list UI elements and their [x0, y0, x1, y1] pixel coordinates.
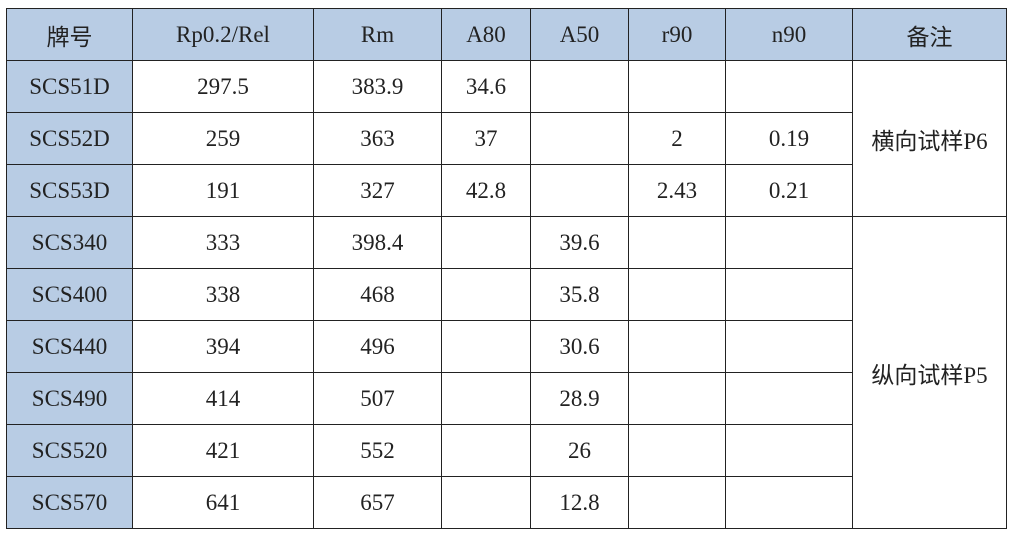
column-header: A80: [441, 8, 531, 61]
remark-cell: 纵向试样P5: [852, 216, 1007, 529]
empty-cell: [725, 424, 853, 477]
value-cell: 35.8: [530, 268, 629, 321]
empty-cell: [628, 476, 726, 529]
value-cell: 421: [132, 424, 314, 477]
value-cell: 34.6: [441, 60, 531, 113]
value-cell: 2: [628, 112, 726, 165]
grade-cell: SCS340: [6, 216, 133, 269]
grade-cell: SCS490: [6, 372, 133, 425]
empty-cell: [441, 476, 531, 529]
value-cell: 28.9: [530, 372, 629, 425]
empty-cell: [628, 372, 726, 425]
column-header: n90: [725, 8, 853, 61]
empty-cell: [725, 216, 853, 269]
value-cell: 26: [530, 424, 629, 477]
table-row: SCS51D 297.5 383.9 34.6 横向试样P6: [6, 60, 1007, 217]
column-header: 备注: [852, 8, 1007, 61]
empty-cell: [441, 216, 531, 269]
column-header: r90: [628, 8, 726, 61]
grade-cell: SCS400: [6, 268, 133, 321]
value-cell: 496: [313, 320, 442, 373]
table-row: SCS440 394 496 30.6: [6, 320, 1007, 373]
value-cell: 37: [441, 112, 531, 165]
empty-cell: [725, 320, 853, 373]
value-cell: 2.43: [628, 164, 726, 217]
empty-cell: [628, 60, 726, 113]
empty-cell: [628, 424, 726, 477]
empty-cell: [725, 268, 853, 321]
column-header: 牌号: [6, 8, 133, 61]
value-cell: 42.8: [441, 164, 531, 217]
value-cell: 414: [132, 372, 314, 425]
value-cell: 327: [313, 164, 442, 217]
empty-cell: [530, 164, 629, 217]
value-cell: 468: [313, 268, 442, 321]
empty-cell: [441, 320, 531, 373]
empty-cell: [441, 268, 531, 321]
value-cell: 398.4: [313, 216, 442, 269]
value-cell: 30.6: [530, 320, 629, 373]
grade-cell: SCS520: [6, 424, 133, 477]
value-cell: 259: [132, 112, 314, 165]
value-cell: 39.6: [530, 216, 629, 269]
empty-cell: [441, 424, 531, 477]
data-table: 牌号 Rp0.2/Rel Rm A80 A50 r90 n90 备注 SCS51D 297.5 3…: [6, 8, 1007, 529]
column-header: Rp0.2/Rel: [132, 8, 314, 61]
value-cell: 383.9: [313, 60, 442, 113]
value-cell: 394: [132, 320, 314, 373]
empty-cell: [628, 216, 726, 269]
value-cell: 507: [313, 372, 442, 425]
empty-cell: [725, 60, 853, 113]
grade-cell: SCS52D: [6, 112, 133, 165]
value-cell: 363: [313, 112, 442, 165]
value-cell: 191: [132, 164, 314, 217]
value-cell: 641: [132, 476, 314, 529]
empty-cell: [628, 320, 726, 373]
table-body: SCS51D 297.5 383.9 34.6 横向试样P6 SCS52D 259 363 37…: [6, 60, 1007, 529]
empty-cell: [725, 372, 853, 425]
grade-cell: SCS51D: [6, 60, 133, 113]
value-cell: 12.8: [530, 476, 629, 529]
value-cell: 297.5: [132, 60, 314, 113]
empty-cell: [530, 60, 629, 113]
value-cell: 657: [313, 476, 442, 529]
grade-cell: SCS570: [6, 476, 133, 529]
value-cell: 338: [132, 268, 314, 321]
empty-cell: [530, 112, 629, 165]
table-row: SCS400 338 468 35.8: [6, 268, 1007, 321]
empty-cell: [725, 476, 853, 529]
value-cell: 0.21: [725, 164, 853, 217]
table-row: SCS490 414 507 28.9: [6, 372, 1007, 425]
table-row: SCS53D 191 327 42.8 2.43 0.21: [6, 164, 1007, 217]
table-row: SCS570 641 657 12.8: [6, 476, 1007, 529]
column-header: A50: [530, 8, 629, 61]
value-cell: 0.19: [725, 112, 853, 165]
grade-cell: SCS440: [6, 320, 133, 373]
empty-cell: [628, 268, 726, 321]
grade-cell: SCS53D: [6, 164, 133, 217]
header-row: 牌号 Rp0.2/Rel Rm A80 A50 r90 n90 备注: [6, 8, 1007, 61]
empty-cell: [441, 372, 531, 425]
remark-cell: 横向试样P6: [852, 60, 1007, 217]
value-cell: 333: [132, 216, 314, 269]
column-header: Rm: [313, 8, 442, 61]
value-cell: 552: [313, 424, 442, 477]
table-row: SCS340 333 398.4 39.6 纵向试样P5: [6, 216, 1007, 529]
